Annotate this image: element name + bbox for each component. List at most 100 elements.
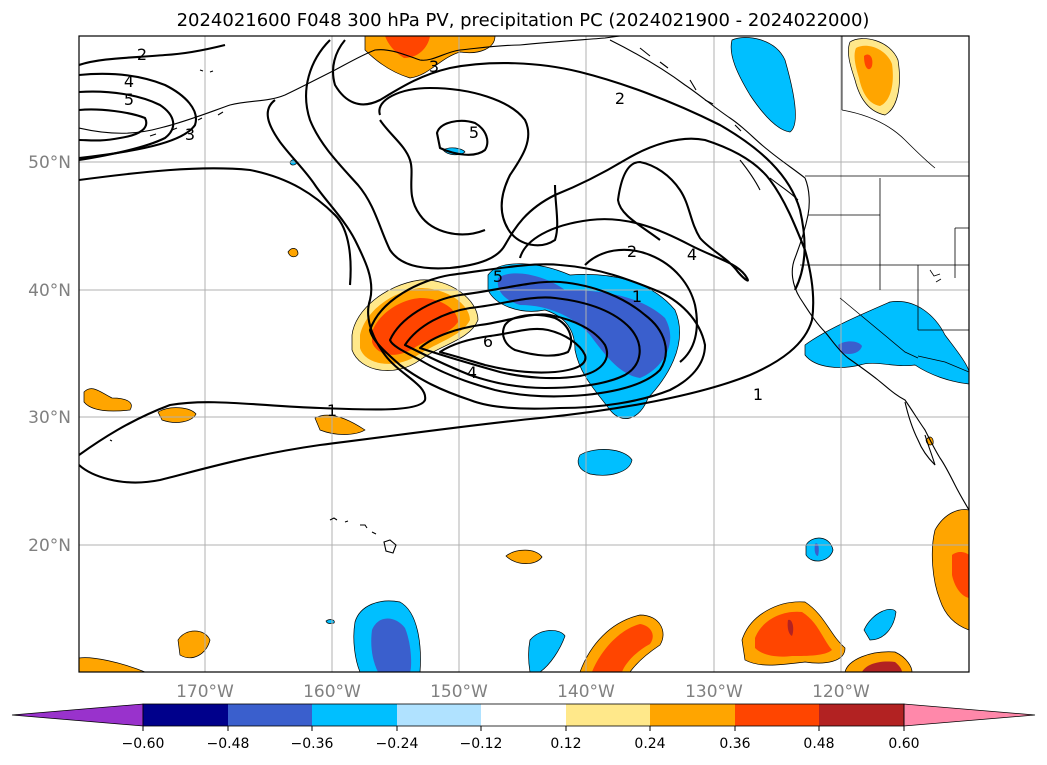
- contour-label: 2: [627, 242, 637, 261]
- colorbar-segment: [566, 704, 650, 726]
- lon-label: 130°W: [685, 682, 743, 702]
- lon-label: 120°W: [812, 682, 870, 702]
- colorbar-tick-label: −0.60: [122, 736, 165, 752]
- colorbar-segment: [650, 704, 735, 726]
- precip-positive-ne-core: [854, 45, 893, 106]
- pv-contour-jet-7: [438, 327, 587, 374]
- colorbar-tick-label: 0.36: [719, 736, 750, 752]
- lat-label: 20°N: [28, 536, 71, 556]
- precip-positive-south-4-max: [787, 619, 794, 636]
- lat-label: 50°N: [28, 153, 71, 173]
- pv-contour-inner-2: [379, 119, 486, 236]
- colorbar-extend-right: [903, 703, 1036, 727]
- lat-label: 30°N: [28, 408, 71, 428]
- pv-contour-nw-4: [79, 108, 148, 142]
- precip-negative-south-1-core: [371, 618, 412, 672]
- colorbar-segment: [143, 704, 228, 726]
- map-frame: [78, 35, 970, 673]
- colorbar-tick-label: 0.48: [803, 736, 834, 752]
- pv-contour-jet-5: [403, 296, 641, 390]
- colorbar-tick-labels: −0.60 −0.48 −0.36 −0.24 −0.12 0.12 0.24 …: [122, 736, 920, 752]
- precip-negative-south-2: [528, 630, 566, 672]
- contour-label: 1: [327, 401, 337, 420]
- colorbar-segment: [312, 704, 397, 726]
- contour-label: 5: [124, 90, 134, 109]
- precip-negative-california-core: [838, 341, 862, 354]
- contour-label: 1: [753, 385, 763, 404]
- figure-title: 2024021600 F048 300 hPa PV, precipitatio…: [177, 10, 870, 31]
- contour-label: 2: [615, 89, 625, 108]
- pv-contour-east-1: [584, 248, 698, 363]
- colorbar-ticks: [142, 726, 905, 731]
- contour-label: 4: [124, 72, 134, 91]
- colorbar-tick-label: −0.24: [376, 736, 419, 752]
- precip-positive-south-3-core: [592, 624, 653, 672]
- colorbar-tick-label: 0.24: [634, 736, 665, 752]
- precip-negative-subtropical: [577, 449, 633, 476]
- colorbar-segment: [735, 704, 819, 726]
- latitude-labels: 50°N 40°N 30°N 20°N: [28, 153, 71, 556]
- contour-label: 5: [469, 123, 479, 142]
- contour-labels: 2 4 5 3 3 5 2 2 4 5 1 6 4 1 1: [124, 45, 763, 420]
- contour-label: 2: [137, 45, 147, 64]
- pv-contour-nw-3: [79, 90, 175, 162]
- precip-positive-alaska-core: [385, 36, 430, 58]
- precip-negative-20n: [805, 537, 834, 562]
- precip-positive-mexico: [931, 509, 969, 631]
- precip-positive-west-2: [157, 407, 197, 423]
- contour-label: 1: [632, 287, 642, 306]
- precip-negative-dot-2: [325, 619, 335, 624]
- pv-contour-outer-1: [79, 99, 427, 456]
- pv-contour-upper-loop: [331, 39, 806, 291]
- precip-positive-south-4-core: [755, 611, 832, 657]
- colorbar: −0.60 −0.48 −0.36 −0.24 −0.12 0.12 0.24 …: [11, 703, 1036, 752]
- lon-label: 140°W: [557, 682, 615, 702]
- colorbar-segment: [481, 704, 566, 726]
- colorbar-tick-label: −0.12: [460, 736, 503, 752]
- precip-negative-california: [804, 301, 969, 385]
- pv-contours: [79, 39, 815, 484]
- pv-contour-jet-8: [502, 313, 573, 357]
- pv-contour-5-north: [378, 86, 559, 247]
- pv-contour-jet-4: [368, 263, 707, 410]
- pv-contour-east-4: [518, 160, 749, 282]
- precipitation-shading: [79, 36, 969, 672]
- contour-label: 5: [493, 267, 503, 286]
- contour-label: 3: [429, 57, 439, 76]
- precip-positive-west-1: [83, 388, 132, 412]
- colorbar-tick-label: 0.60: [888, 736, 919, 752]
- pv-contour-big-2: [79, 39, 815, 484]
- precip-positive-central-max: [372, 298, 458, 355]
- precip-positive-south-1: [177, 630, 211, 659]
- contour-label: 4: [687, 245, 697, 264]
- coastlines: [79, 36, 969, 554]
- colorbar-segment: [819, 704, 904, 726]
- contour-label: 6: [483, 332, 493, 351]
- colorbar-segment: [228, 704, 312, 726]
- pv-contour-nw-2: [79, 72, 198, 160]
- political-borders: [800, 36, 969, 373]
- longitude-labels: 170°W 160°W 150°W 140°W 130°W 120°W: [176, 682, 870, 702]
- precip-positive-dot-1: [287, 248, 299, 258]
- precip-positive-ne-max: [864, 54, 873, 70]
- precip-negative-20n-core: [814, 543, 819, 556]
- colorbar-extend-left: [11, 703, 144, 727]
- gridlines: [79, 36, 969, 672]
- map-panel: 2 4 5 3 3 5 2 2 4 5 1 6 4 1 1: [78, 35, 970, 673]
- pv-contour-outer-1b: [79, 167, 352, 286]
- precip-positive-west-3: [314, 414, 366, 435]
- precip-positive-mexico-core: [952, 551, 969, 598]
- colorbar-tick-label: −0.48: [207, 736, 250, 752]
- precip-negative-south-3: [863, 608, 897, 641]
- lon-label: 160°W: [303, 682, 361, 702]
- pv-contour-nw-1: [79, 43, 226, 66]
- contour-label: 3: [185, 125, 195, 144]
- pv-contour-5-north-inner: [435, 119, 489, 156]
- lat-label: 40°N: [28, 281, 71, 301]
- lon-label: 170°W: [176, 682, 234, 702]
- pv-contour-jet-4-inner: [388, 280, 667, 398]
- precip-positive-20n: [505, 549, 543, 564]
- colorbar-tick-label: 0.12: [550, 736, 581, 752]
- contour-label: 4: [467, 363, 477, 382]
